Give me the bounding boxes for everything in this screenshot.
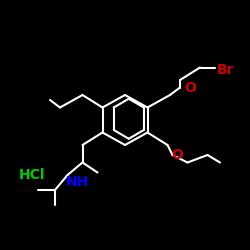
Text: NH: NH [66, 176, 89, 190]
Text: HCl: HCl [19, 168, 46, 182]
Text: O: O [184, 80, 196, 94]
Text: O: O [172, 148, 183, 162]
Text: Br: Br [216, 63, 234, 77]
